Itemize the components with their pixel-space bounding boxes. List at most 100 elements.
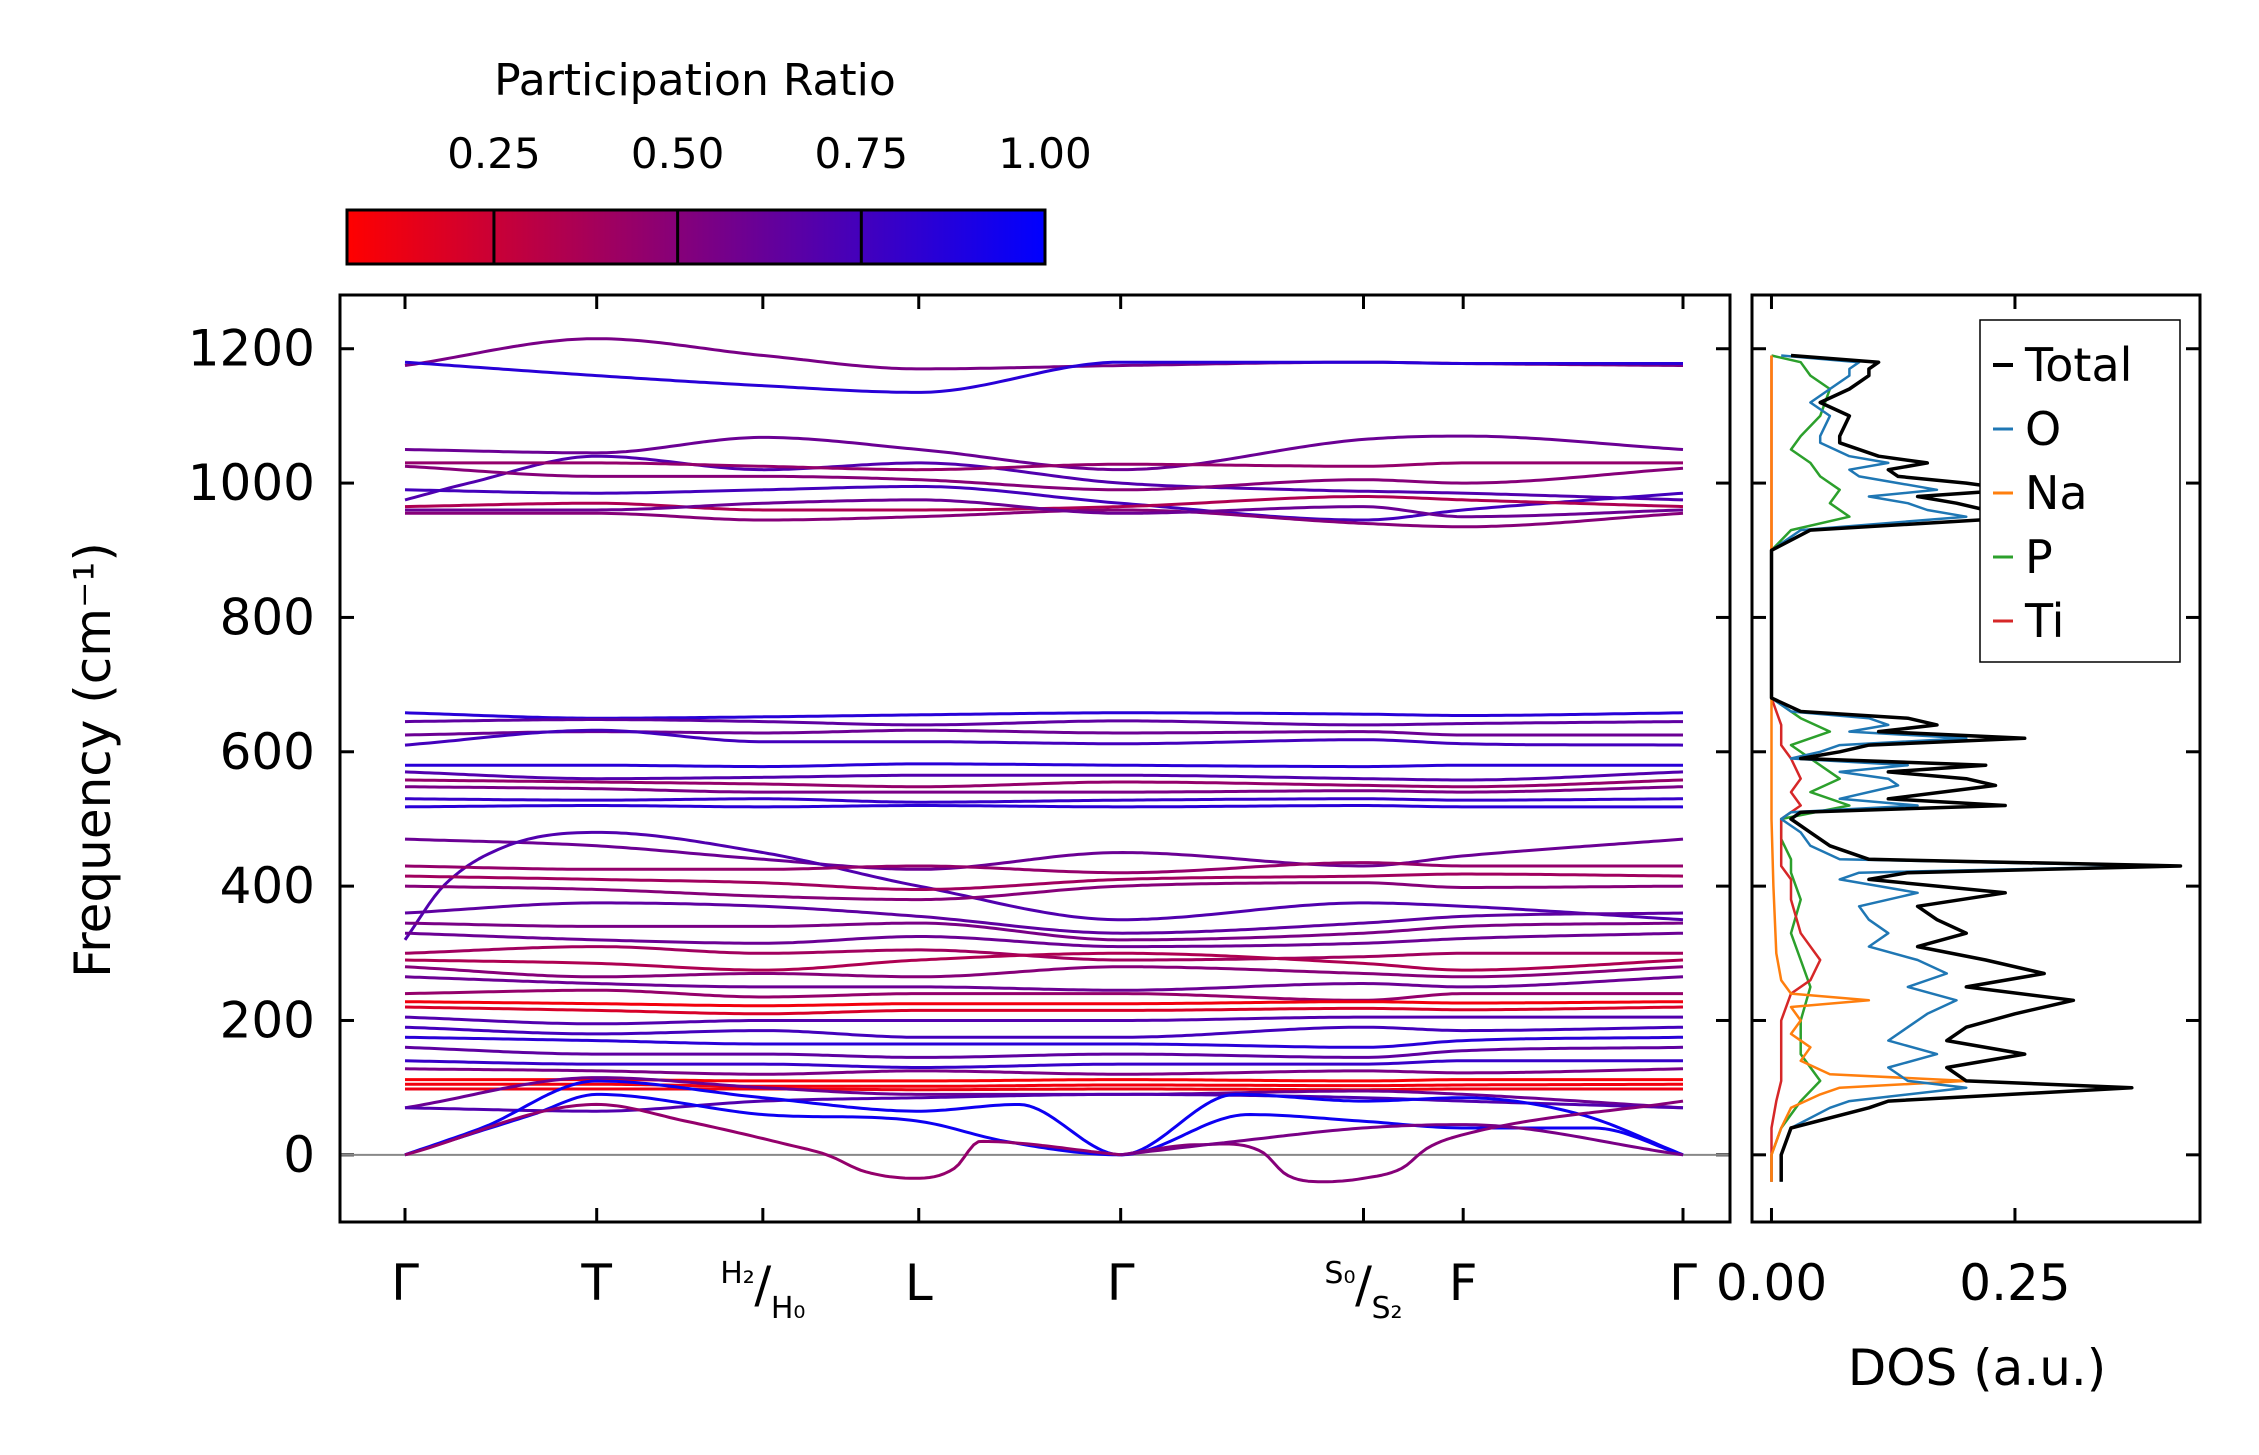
phonon-band — [404, 951, 1684, 972]
band-structure-panel: Frequency (cm⁻¹) 0 200 400 600 800 1000 1200 Γ… — [64, 293, 1732, 1326]
dos-y-ticks — [1752, 347, 2200, 1157]
dos-panel: DOS (a.u.) 0.00 0.25 Total O Na P Ti — [1716, 293, 2202, 1397]
phonon-band — [405, 1078, 1683, 1083]
phonon-band — [404, 1035, 1683, 1049]
phonon-band — [404, 728, 1684, 747]
phonon-band — [404, 921, 1683, 942]
phonon-band — [404, 945, 1683, 962]
y-tick-label: 600 — [220, 723, 315, 781]
dos-plot-frame — [1750, 293, 2202, 1224]
y-tick-label: 1200 — [188, 320, 315, 378]
phonon-band — [404, 804, 1683, 809]
x-tick-label-bottom: S₂ — [1372, 1291, 1403, 1326]
dos-line-total — [1769, 353, 2183, 1182]
y-tick-label: 0 — [283, 1126, 315, 1184]
phonon-band — [404, 454, 1684, 502]
phonon-band — [404, 975, 1684, 992]
phonon-band — [404, 360, 1683, 394]
colorbar-ticks: 0.25 0.50 0.75 1.00 — [447, 129, 1092, 264]
phonon-bands — [403, 337, 1684, 1184]
y-tick-label: 200 — [220, 991, 315, 1049]
phonon-band — [404, 837, 1684, 871]
legend-item: P — [1993, 530, 2053, 584]
phonon-band — [404, 1092, 1684, 1113]
dos-x-tick-label: 0.25 — [1959, 1254, 2070, 1312]
phonon-band — [404, 1025, 1684, 1039]
x-tick-label-bottom: H₀ — [771, 1291, 806, 1326]
legend-label: Total — [2024, 338, 2132, 392]
dos-line-o — [1770, 354, 2163, 1182]
dos-line-ti — [1770, 355, 1822, 1182]
phonon-band — [404, 1067, 1684, 1076]
legend-item: Ti — [1993, 594, 2064, 648]
phonon-band — [405, 1082, 1683, 1088]
phonon-band — [405, 778, 1684, 789]
legend-box — [1979, 319, 2181, 663]
phonon-band — [405, 1087, 1683, 1092]
band-x-ticks: Γ T H₂ / H₀ L Γ S₀ / S₂ F Γ — [391, 295, 1697, 1326]
x-tick-label-top: S₀ — [1324, 1256, 1355, 1291]
legend-items: Total O Na P Ti — [1993, 338, 2132, 648]
colorbar: Participation Ratio 0.25 0.50 0.75 1.00 — [345, 55, 1092, 266]
phonon-band — [404, 965, 1684, 979]
legend-label: P — [2025, 530, 2053, 584]
phonon-band — [404, 1092, 1684, 1157]
legend-label: Ti — [2024, 594, 2064, 648]
phonon-band — [404, 1079, 1684, 1157]
legend-item: O — [1993, 402, 2061, 456]
x-axis-title: DOS (a.u.) — [1848, 1339, 2107, 1397]
band-plot-frame — [338, 293, 1732, 1224]
x-tick-label: S₀ / S₂ — [1324, 1256, 1402, 1326]
dos-x-ticks: 0.00 0.25 — [1716, 295, 2071, 1312]
phonon-band — [404, 770, 1684, 782]
phonon-band — [404, 988, 1683, 1002]
colorbar-tick-label: 1.00 — [998, 129, 1092, 178]
colorbar-tick-label: 0.50 — [631, 129, 725, 178]
colorbar-gradient — [345, 208, 1047, 266]
phonon-band — [405, 797, 1683, 804]
y-axis-title: Frequency (cm⁻¹) — [64, 542, 122, 978]
phonon-band — [404, 861, 1683, 875]
legend-item: Na — [1993, 466, 2088, 520]
band-y-ticks: 0 200 400 600 800 1000 1200 — [188, 320, 1730, 1184]
phonon-band — [404, 484, 1684, 522]
phonon-band — [404, 901, 1684, 935]
phonon-band — [1120, 1123, 1684, 1157]
dos-line-p — [1770, 354, 1851, 1182]
phonon-band — [405, 498, 1684, 519]
phonon-band — [405, 762, 1683, 769]
x-tick-label: L — [905, 1254, 933, 1312]
colorbar-tick-label: 0.25 — [447, 129, 541, 178]
x-tick-label: T — [580, 1254, 612, 1312]
phonon-band — [404, 1005, 1684, 1016]
phonon-band — [404, 464, 1684, 492]
dos-line-na — [1770, 355, 1968, 1182]
legend-label: O — [2025, 402, 2061, 456]
phonon-band — [404, 711, 1684, 720]
x-tick-label: H₂ / H₀ — [720, 1256, 805, 1326]
y-tick-label: 400 — [220, 857, 315, 915]
phonon-band — [405, 1000, 1683, 1008]
phonon-band — [404, 718, 1683, 727]
x-tick-label-slash: / — [1355, 1256, 1372, 1314]
phonon-band — [404, 1015, 1683, 1026]
colorbar-tick-label: 0.75 — [815, 129, 909, 178]
y-tick-label: 1000 — [188, 454, 315, 512]
legend: Total O Na P Ti — [1979, 319, 2181, 663]
legend-item: Total — [1993, 338, 2132, 392]
phonon-band — [404, 931, 1684, 949]
legend-label: Na — [2025, 466, 2088, 520]
phonon-band — [405, 508, 1684, 529]
x-tick-label: Γ — [1669, 1254, 1697, 1312]
x-tick-label: Γ — [1107, 1254, 1135, 1312]
dos-series — [1769, 353, 2183, 1182]
x-tick-label-slash: / — [754, 1256, 771, 1314]
x-tick-label: F — [1449, 1254, 1478, 1312]
colorbar-title: Participation Ratio — [494, 55, 896, 106]
phonon-band — [405, 461, 1683, 472]
phonon-band — [404, 1102, 1121, 1180]
phonon-band — [404, 1059, 1683, 1069]
phonon-band — [405, 872, 1684, 891]
y-tick-label: 800 — [220, 588, 315, 646]
